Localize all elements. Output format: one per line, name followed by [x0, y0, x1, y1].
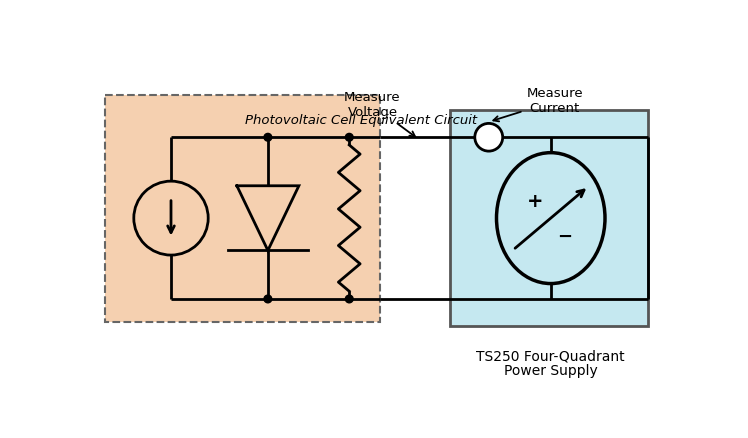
Text: −: − [557, 228, 572, 246]
Circle shape [346, 295, 353, 303]
Text: Photovoltaic Cell Equivalent Circuit: Photovoltaic Cell Equivalent Circuit [245, 114, 476, 127]
Circle shape [475, 124, 503, 151]
Text: Power Supply: Power Supply [504, 364, 598, 378]
Circle shape [264, 295, 272, 303]
Text: Measure
Voltage: Measure Voltage [344, 91, 415, 137]
Text: TS250 Four-Quadrant: TS250 Four-Quadrant [476, 349, 625, 363]
Text: +: + [527, 192, 544, 211]
Bar [450, 110, 648, 326]
Text: Measure
Current: Measure Current [494, 87, 583, 121]
Circle shape [346, 134, 353, 141]
Bar [105, 95, 380, 322]
Circle shape [264, 134, 272, 141]
